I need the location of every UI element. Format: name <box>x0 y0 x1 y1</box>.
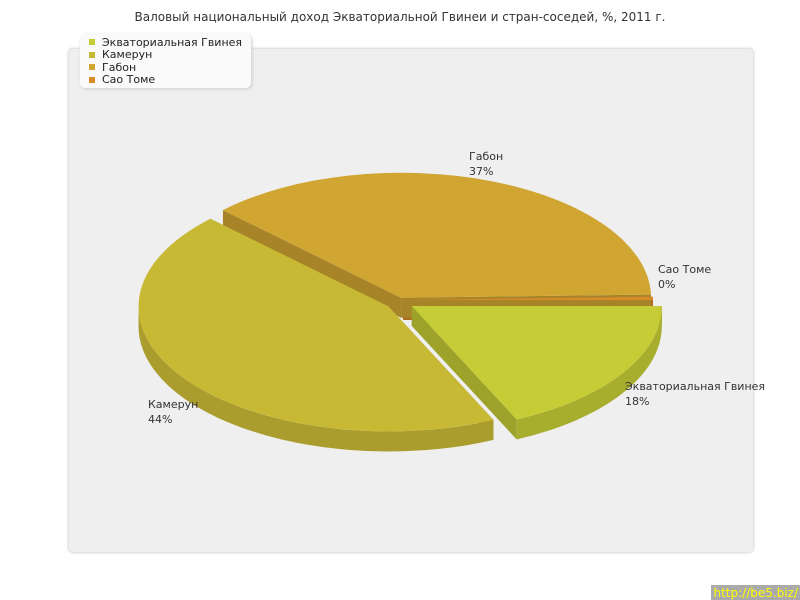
data-label-value: 18% <box>625 395 649 408</box>
legend-swatch <box>89 51 95 58</box>
legend: Экваториальная Гвинея Камерун Габон Сао … <box>80 34 252 88</box>
pie-slice <box>402 296 653 300</box>
data-label-name: Камерун <box>148 398 198 411</box>
pie-slice <box>222 172 652 298</box>
slice-side <box>138 306 494 452</box>
legend-item[interactable]: Камерун <box>89 48 242 62</box>
legend-item[interactable]: Сао Томе <box>89 73 242 87</box>
watermark[interactable]: http://be5.biz/ <box>711 585 800 600</box>
legend-label: Габон <box>102 60 137 74</box>
slice-side <box>516 306 662 440</box>
pie-slice <box>411 306 662 420</box>
data-label-name: Габон <box>469 150 503 163</box>
legend-swatch <box>89 39 95 46</box>
legend-label: Экваториальная Гвинея <box>102 35 243 49</box>
data-label-value: 44% <box>148 413 172 426</box>
data-label-name: Сао Томе <box>658 263 711 276</box>
legend-item[interactable]: Экваториальная Гвинея <box>89 36 242 49</box>
data-label-value: 37% <box>469 165 493 178</box>
slice-wall <box>411 306 517 440</box>
legend-swatch <box>89 76 95 83</box>
legend-label: Сао Томе <box>102 73 156 87</box>
pie-slice <box>138 218 494 432</box>
data-label-value: 0% <box>658 278 675 291</box>
data-label-name: Экваториальная Гвинея <box>625 380 765 393</box>
legend-item[interactable]: Габон <box>89 61 242 74</box>
legend-label: Камерун <box>102 48 153 62</box>
legend-swatch <box>89 64 95 71</box>
chart-title: Валовый национальный доход Экваториально… <box>134 10 666 24</box>
